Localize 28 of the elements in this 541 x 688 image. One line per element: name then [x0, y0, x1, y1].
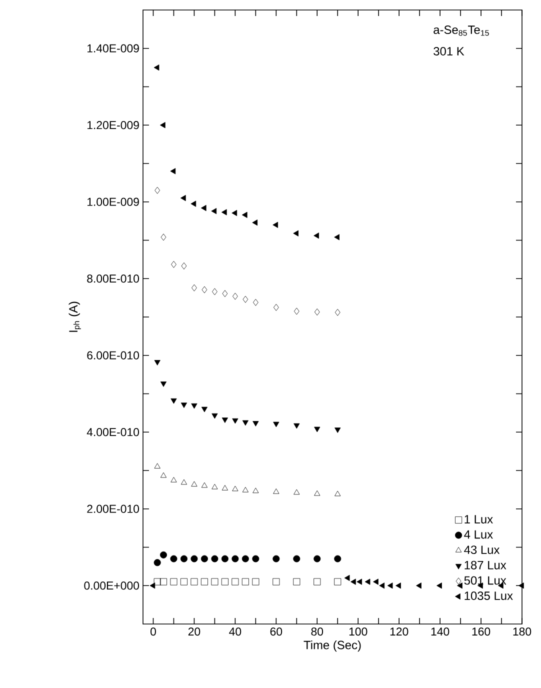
x-tick-label: 120: [390, 628, 408, 636]
y-tick-label: 1.20E-009: [87, 121, 139, 130]
x-tick-label: 160: [472, 628, 490, 636]
annotation: 301 K: [434, 47, 464, 56]
y-tick-label: 1.40E-009: [87, 44, 139, 52]
x-tick-label: 40: [229, 628, 242, 636]
legend-label: 43 Lux: [464, 546, 500, 554]
legend-label: 1035 Lux: [464, 592, 513, 600]
legend-label: 501 Lux: [464, 576, 506, 585]
legend-label: 4 Lux: [464, 530, 493, 539]
y-axis-title: I$_{ph}$ (A): [68, 302, 81, 332]
annotation: a-Se$_{85}$Te$_{15}$: [434, 26, 489, 36]
x-tick-label: 80: [311, 628, 324, 636]
y-tick-label: 4.00E-010: [86, 428, 140, 436]
x-tick-label: 20: [188, 628, 200, 636]
x-axis-title: Time (Sec): [304, 640, 361, 652]
x-tick-label: 100: [349, 628, 368, 636]
x-tick-label: 140: [431, 628, 450, 636]
y-tick-label: 6.00E-010: [87, 351, 140, 360]
y-tick-label: 1.00E-009: [87, 198, 139, 206]
y-tick-label: 2.00E-010: [87, 504, 140, 513]
x-tick-label: 0: [150, 628, 156, 636]
legend-label: 1 Lux: [464, 515, 493, 524]
legend-label: 187 Lux: [464, 560, 506, 570]
y-tick-label: 8.00E-010: [87, 274, 140, 283]
x-tick-label: 180: [513, 628, 532, 636]
y-tick-label: 0.00E+000: [84, 582, 140, 590]
x-tick-label: 60: [270, 628, 282, 636]
